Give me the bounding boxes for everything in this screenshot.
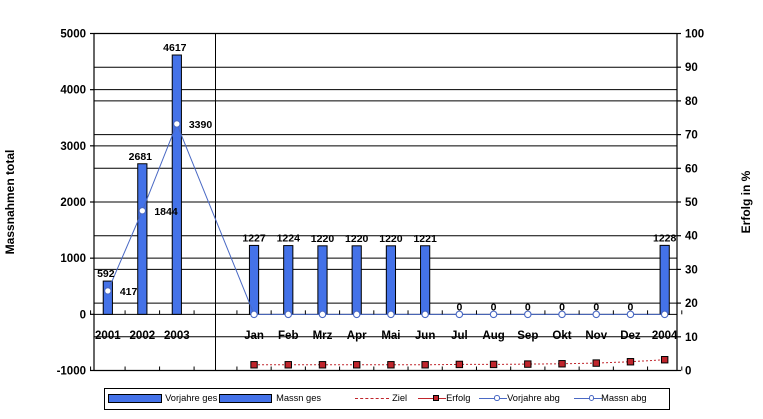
svg-text:Jun: Jun [415, 330, 435, 342]
svg-text:Feb: Feb [278, 330, 298, 342]
svg-text:70: 70 [685, 130, 698, 142]
svg-text:2000: 2000 [60, 197, 86, 209]
svg-text:80: 80 [685, 96, 698, 108]
svg-text:4000: 4000 [60, 85, 86, 97]
svg-text:2002: 2002 [130, 330, 156, 342]
svg-text:0: 0 [80, 309, 86, 321]
svg-text:Jul: Jul [451, 330, 468, 342]
svg-text:4617: 4617 [163, 42, 187, 54]
svg-text:0: 0 [559, 301, 565, 313]
svg-text:Okt: Okt [552, 330, 571, 342]
svg-text:1220: 1220 [345, 233, 369, 245]
svg-text:1220: 1220 [311, 233, 335, 245]
svg-text:50: 50 [685, 197, 698, 209]
svg-text:2004: 2004 [652, 330, 678, 342]
svg-text:1221: 1221 [413, 233, 437, 245]
svg-text:0: 0 [491, 301, 497, 313]
svg-text:417: 417 [120, 286, 138, 298]
svg-text:1220: 1220 [379, 233, 403, 245]
svg-text:0: 0 [525, 301, 531, 313]
svg-text:5000: 5000 [60, 29, 86, 41]
svg-text:Nov: Nov [585, 330, 607, 342]
svg-text:0: 0 [628, 301, 634, 313]
svg-text:1224: 1224 [277, 233, 301, 245]
svg-text:Massnahmen total: Massnahmen total [3, 150, 17, 255]
svg-text:0: 0 [685, 366, 691, 378]
svg-text:20: 20 [685, 298, 698, 310]
svg-text:0: 0 [456, 301, 462, 313]
svg-text:0: 0 [593, 301, 599, 313]
svg-text:1000: 1000 [60, 253, 86, 265]
svg-text:3000: 3000 [60, 141, 86, 153]
svg-text:Erfolg in %: Erfolg in % [739, 170, 753, 233]
svg-text:Jan: Jan [244, 330, 264, 342]
svg-text:40: 40 [685, 231, 698, 243]
svg-text:1227: 1227 [242, 232, 266, 244]
svg-text:100: 100 [685, 29, 704, 41]
svg-text:90: 90 [685, 62, 698, 74]
svg-text:-1000: -1000 [57, 366, 86, 378]
svg-text:1844: 1844 [154, 206, 178, 218]
svg-text:Aug: Aug [482, 330, 504, 342]
svg-text:1228: 1228 [653, 232, 677, 244]
svg-text:2003: 2003 [164, 330, 190, 342]
svg-text:Mrz: Mrz [313, 330, 333, 342]
svg-text:592: 592 [97, 268, 115, 280]
svg-text:Mai: Mai [381, 330, 400, 342]
svg-text:2001: 2001 [95, 330, 121, 342]
svg-text:10: 10 [685, 332, 698, 344]
svg-text:Apr: Apr [347, 330, 367, 342]
svg-text:60: 60 [685, 163, 698, 175]
svg-text:2681: 2681 [129, 151, 153, 163]
svg-text:30: 30 [685, 264, 698, 276]
svg-text:Sep: Sep [517, 330, 538, 342]
svg-text:Dez: Dez [620, 330, 641, 342]
svg-text:3390: 3390 [189, 119, 213, 131]
